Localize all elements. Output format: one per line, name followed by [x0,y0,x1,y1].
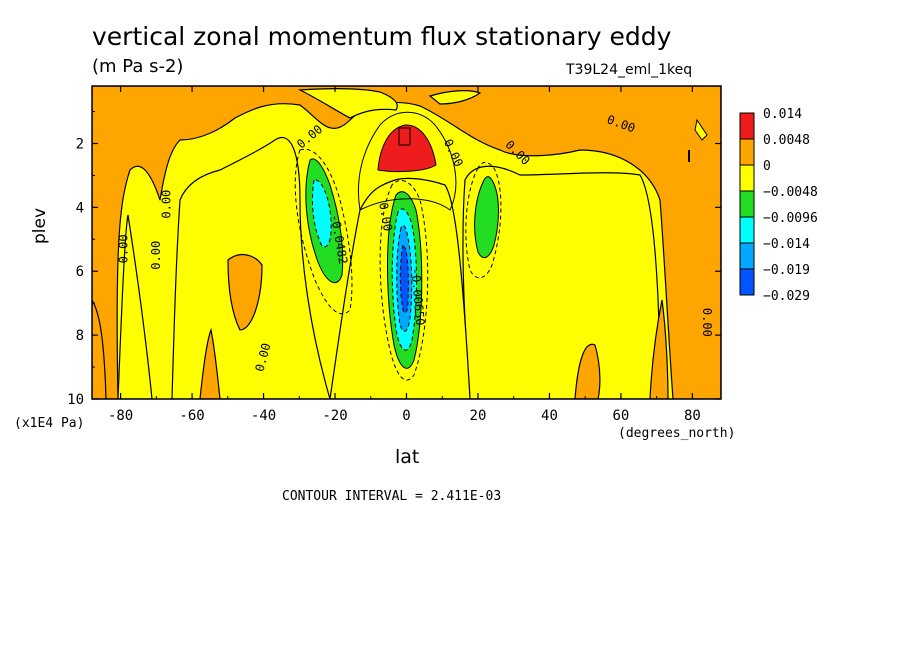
x-tick-label: 20 [470,408,487,424]
x-ticks: -80 -60 -40 -20 0 20 40 60 80 [108,86,701,424]
x-tick-label: -60 [179,408,204,424]
chart-title: vertical zonal momentum flux stationary … [92,22,672,51]
legend-level-label: 0 [763,159,771,174]
contour-interval: CONTOUR INTERVAL = 2.411E-03 [282,489,502,504]
legend-level-label: 0.014 [763,107,802,122]
contour-label: 0.00 [117,234,131,263]
fill-pos-center-outer [357,111,457,211]
x-tick-label: 0 [402,408,410,424]
y-tick-label: 2 [76,136,84,152]
x-tick-label: 80 [684,408,701,424]
fill-island-3 [574,343,601,399]
y-tick-label: 8 [76,328,84,344]
fill-zero-top-strip-2 [428,90,482,105]
legend-swatch [739,242,755,270]
fill-neg-center-deepblue [399,243,409,314]
fill-feature-right-1 [694,118,708,141]
y-tick-label: 6 [76,264,84,280]
fill-zero-right-mid [462,165,661,399]
x-tick-label: -80 [108,408,133,424]
y-axis-units: (x1E4 Pa) [14,416,85,431]
legend-swatch [739,190,755,218]
y-ticks: 2 4 6 8 10 [67,111,721,408]
fill-zero-top-strip [297,88,398,119]
y-tick-label: 4 [76,200,84,216]
contour-label: 0.00 [149,241,163,270]
x-tick-label: 40 [541,408,558,424]
x-tick-label: -20 [322,408,347,424]
run-id: T39L24_eml_1keq [566,62,693,78]
contour-label: 0.00 [160,190,174,219]
fill-neg-right-outer [465,162,502,279]
legend-swatch [739,268,755,296]
fill-island-4 [649,299,669,399]
fill-neg-center-outer [379,180,429,381]
fill-positive-top [92,86,721,399]
fill-island-1 [199,327,221,399]
contour-label: -0.00650 [408,267,427,326]
fill-pos-center-red [377,124,437,173]
plot-area [92,86,721,399]
legend-level-label: −0.0096 [763,211,818,226]
contour-label: 0.00 [376,201,395,232]
x-axis-units: (degrees_north) [618,426,736,441]
fill-neg-left-cyan [311,179,332,248]
fill-neg-right-green [474,176,499,259]
contour-label: 0.00 [700,308,714,337]
fill-island-2 [227,253,263,331]
legend-swatch [739,112,755,140]
chart-units: (m Pa s-2) [92,56,184,77]
legend-swatch [739,164,755,192]
legend-level-label: −0.0048 [763,185,818,200]
fill-pos-center-peak [398,127,411,146]
x-tick-label: 60 [613,408,630,424]
legend-level-label: −0.014 [763,237,810,252]
x-tick-label: -40 [251,408,276,424]
y-tick-label: 10 [67,392,84,408]
fill-zero-lower [117,214,153,399]
colorbar-legend: 0.014 0.0048 0 −0.0048 −0.0096 −0.014 −0.019 −0… [739,107,818,304]
legend-level-label: −0.029 [763,289,810,304]
x-axis-label: lat [395,446,420,468]
legend-level-label: 0.0048 [763,133,810,148]
legend-swatch [739,138,755,166]
legend-level-label: −0.019 [763,263,810,278]
legend-swatch [739,216,755,244]
